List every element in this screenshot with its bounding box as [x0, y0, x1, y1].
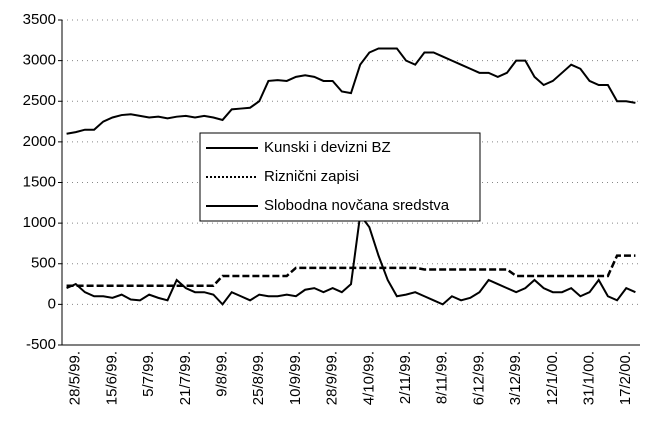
- y-tick-label: -500: [26, 336, 56, 353]
- y-tick-label: 3000: [23, 52, 56, 69]
- series-line: [66, 254, 636, 287]
- legend-label: Kunski i devizni BZ: [264, 139, 391, 156]
- x-tick-label: 25/8/99.: [250, 351, 267, 405]
- x-tick-label: 8/11/99.: [434, 351, 451, 404]
- y-tick-label: 3500: [23, 11, 56, 28]
- x-tick-label: 10/9/99.: [287, 351, 304, 405]
- x-tick-label: 12/1/00.: [544, 351, 561, 405]
- legend: Kunski i devizni BZ Riznični zapisi Slobod…: [199, 132, 481, 222]
- x-tick-label: 5/7/99.: [140, 351, 157, 397]
- x-tick-label: 15/6/99.: [103, 351, 120, 405]
- series-line: [66, 47, 636, 135]
- x-tick-label: 3/12/99.: [507, 351, 524, 405]
- y-tick-label: 1000: [23, 214, 56, 231]
- y-tick-label: 2500: [23, 92, 56, 109]
- x-tick-label: 21/7/99.: [177, 351, 194, 405]
- legend-label: Slobodna novčana sredstva: [264, 197, 450, 214]
- legend-label: Riznični zapisi: [264, 168, 359, 185]
- y-tick-label: 0: [48, 295, 56, 312]
- y-tick-label: 500: [31, 255, 56, 272]
- series-line: [66, 212, 636, 306]
- x-tick-label: 4/10/99.: [360, 351, 377, 405]
- x-tick-label: 17/2/00.: [617, 351, 634, 405]
- x-tick-label: 2/11/99.: [397, 351, 414, 404]
- x-tick-label: 31/1/00.: [581, 351, 598, 405]
- x-tick-label: 28/5/99.: [67, 351, 84, 405]
- x-tick-label: 6/12/99.: [470, 351, 487, 405]
- x-tick-label: 28/9/99.: [324, 351, 341, 405]
- y-tick-label: 1500: [23, 173, 56, 190]
- x-tick-label: 9/8/99.: [214, 351, 231, 397]
- y-tick-label: 2000: [23, 133, 56, 150]
